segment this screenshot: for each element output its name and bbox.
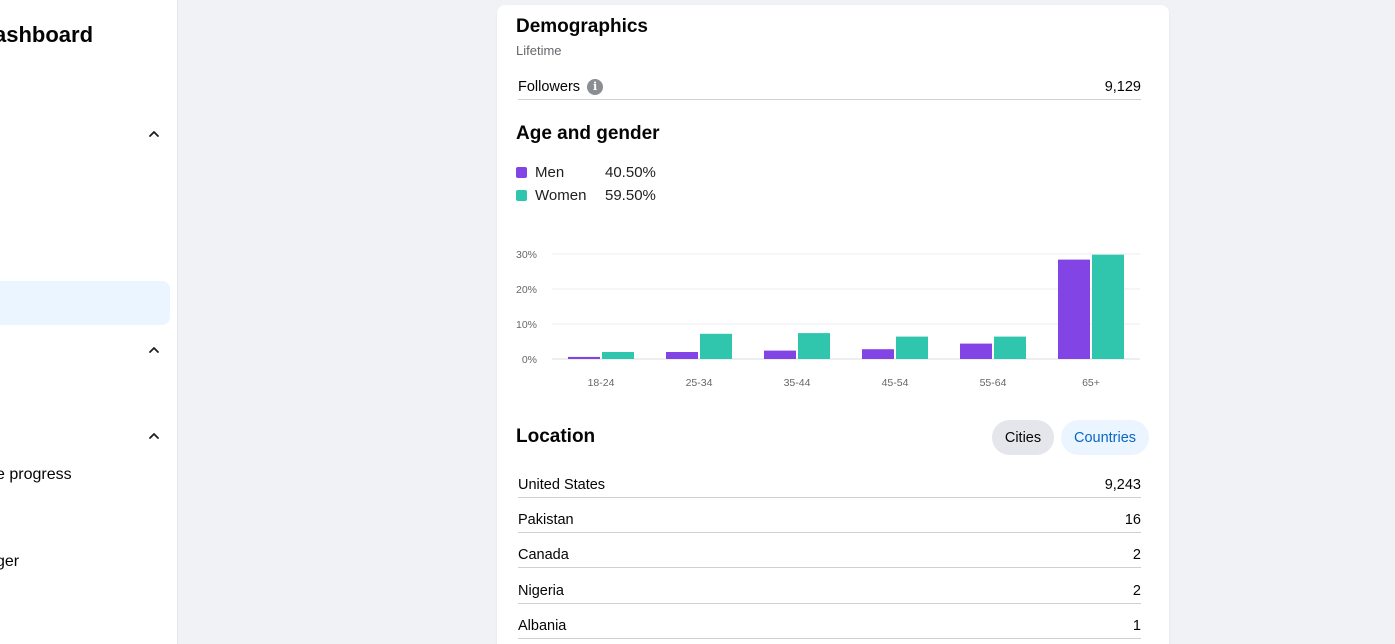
cities-toggle-button[interactable]: Cities [992,420,1054,455]
bar-women-35-44[interactable] [798,333,830,359]
chevron-up-icon[interactable] [144,340,164,360]
chart-legend: Men 40.50% Women 59.50% [516,161,656,207]
y-tick-label: 20% [516,284,537,296]
legend-swatch-men [516,167,527,178]
followers-row: Followers i 9,129 [518,74,1141,100]
bar-men-25-34[interactable] [666,352,698,359]
card-subtitle: Lifetime [516,43,562,58]
country-name: Pakistan [518,511,574,528]
legend-value: 59.50% [605,187,656,204]
country-value: 1 [1132,617,1141,634]
country-value: 2 [1132,582,1141,599]
bar-men-55-64[interactable] [960,343,992,359]
x-tick-label: 25-34 [686,377,713,389]
followers-label: Followers [518,78,581,95]
x-tick-label: 65+ [1082,377,1100,389]
followers-value: 9,129 [1104,78,1141,95]
x-tick-label: 55-64 [980,377,1007,389]
legend-label: Men [535,164,565,181]
x-tick-label: 18-24 [588,377,615,389]
x-tick-label: 45-54 [882,377,909,389]
age-gender-chart: 0% 10% 20% 30% 18-24 25-34 35-44 45-54 55-64 65+ [516,249,1140,389]
y-tick-label: 30% [516,249,537,261]
info-icon[interactable]: i [587,78,604,95]
sidebar-item-selected[interactable] [0,281,170,325]
sidebar-item-progress[interactable]: e progress [0,466,72,483]
age-gender-title: Age and gender [516,123,660,144]
bar-men-65+[interactable] [1058,259,1090,359]
list-item: Pakistan 16 [518,507,1141,533]
location-title: Location [516,426,596,447]
list-item: Canada 2 [518,542,1141,568]
legend-item-women: Women 59.50% [516,184,656,207]
country-value: 16 [1124,511,1141,528]
x-tick-label: 35-44 [784,377,811,389]
demographics-card: Demographics Lifetime Followers i 9,129 … [497,5,1169,644]
country-name: Albania [518,617,567,634]
country-name: Canada [518,546,569,563]
y-tick-label: 10% [516,319,537,331]
sidebar-title: ashboard [0,22,94,47]
bar-men-18-24[interactable] [568,356,600,359]
sidebar: ashboard e progress ger [0,0,178,644]
bar-men-45-54[interactable] [862,349,894,359]
legend-item-men: Men 40.50% [516,161,656,184]
chevron-up-icon[interactable] [144,124,164,144]
country-value: 2 [1132,546,1141,563]
card-title: Demographics [516,16,648,37]
legend-label: Women [535,187,587,204]
y-tick-label: 0% [522,354,537,366]
countries-toggle-button[interactable]: Countries [1061,420,1149,455]
bar-women-55-64[interactable] [994,336,1026,359]
list-item: Nigeria 2 [518,578,1141,604]
list-item: United States 9,243 [518,472,1141,498]
country-name: Nigeria [518,582,564,599]
sidebar-item-manager[interactable]: ger [0,553,20,570]
country-name: United States [518,476,606,493]
bar-men-35-44[interactable] [764,350,796,359]
chevron-up-icon[interactable] [144,426,164,446]
list-item: Albania 1 [518,613,1141,639]
bar-women-25-34[interactable] [700,333,732,359]
legend-value: 40.50% [605,164,656,181]
legend-swatch-women [516,190,527,201]
bar-women-45-54[interactable] [896,336,928,359]
bar-women-18-24[interactable] [602,352,634,359]
country-value: 9,243 [1104,476,1141,493]
bar-women-65+[interactable] [1092,254,1124,359]
